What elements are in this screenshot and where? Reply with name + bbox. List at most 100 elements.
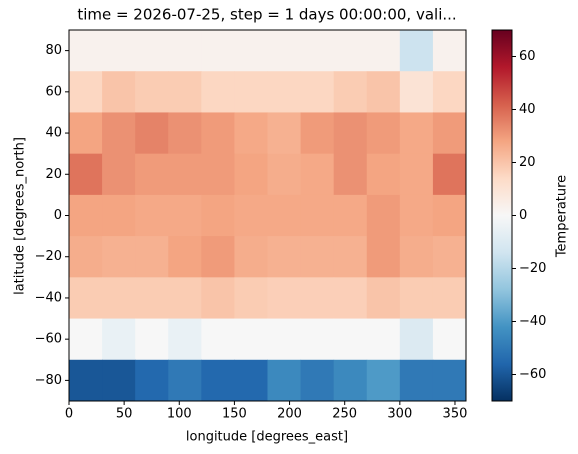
heatmap-cell [366,194,401,237]
heatmap-cell [300,277,335,320]
heatmap-cell [300,153,335,196]
heatmap-cell [234,318,268,361]
y-tick-label: −40 [35,290,62,305]
heatmap-cell [234,71,268,113]
heatmap-cell [399,112,434,155]
heatmap-cell [366,71,401,113]
heatmap-cell [102,359,136,402]
x-tick-label: 50 [116,407,133,422]
heatmap-cell [102,194,136,237]
heatmap-cell [69,30,103,72]
heatmap-cell [168,236,202,278]
heatmap-cell [267,194,302,237]
x-tick-label: 100 [167,407,192,422]
heatmap-cell [69,359,103,402]
heatmap-cell [399,153,434,196]
heatmap-cell [432,30,467,72]
heatmap-cell [102,318,136,361]
heatmap-cell [135,71,169,113]
heatmap-cell [333,236,368,278]
colorbar-label: Temperature [555,175,570,258]
x-tick-label: 0 [65,407,73,422]
heatmap-cell [135,112,169,155]
heatmap-cell [201,30,235,72]
heatmap-cell [168,71,202,113]
colorbar-tick-label: 0 [519,208,527,223]
heatmap-cell [300,30,335,72]
x-tick-label: 250 [332,407,357,422]
heatmap-cell [399,236,434,278]
y-tick-label: 0 [54,208,62,223]
heatmap-cell [168,112,202,155]
heatmap-cell [69,236,103,278]
heatmap-cell [135,277,169,320]
heatmap-cell [300,194,335,237]
heatmap-cell [168,30,202,72]
heatmap-cell [333,71,368,113]
heatmap-cell [168,359,202,402]
heatmap-cell [201,112,235,155]
heatmap-cell [168,194,202,237]
heatmap-cell [300,112,335,155]
heatmap-cell [135,153,169,196]
heatmap-cell [234,194,268,237]
heatmap-cell [102,277,136,320]
heatmap-cell [102,153,136,196]
colorbar-tick-label: 40 [519,102,536,117]
x-tick-label: 150 [222,407,247,422]
heatmap-cell [267,30,302,72]
heatmap-cell [399,30,434,72]
heatmap-cell [432,153,467,196]
heatmap-cell [333,153,368,196]
heatmap-cell [300,236,335,278]
heatmap-cell [135,236,169,278]
heatmap-cell [168,153,202,196]
heatmap-cell [234,277,268,320]
heatmap-cell [201,277,235,320]
heatmap-cell [432,112,467,155]
heatmap-cell [168,277,202,320]
heatmap-cell [201,71,235,113]
heatmap-cell [267,277,302,320]
heatmap-cell [234,112,268,155]
y-tick-label: −20 [35,249,62,264]
heatmap-cell [366,153,401,196]
heatmap-cell [69,112,103,155]
x-tick-label: 350 [443,407,468,422]
y-tick-label: 60 [45,84,62,99]
heatmap-cell [201,153,235,196]
y-tick-label: −60 [35,332,62,347]
heatmap-cell [135,194,169,237]
heatmap-cell [234,359,268,402]
heatmap-cell [234,153,268,196]
colorbar-tick-label: 20 [519,155,536,170]
heatmap-cell [432,194,467,237]
heatmap-cell [333,277,368,320]
heatmap-cell [69,194,103,237]
heatmap-cell [69,318,103,361]
heatmap-cell [399,318,434,361]
heatmap-cell [135,30,169,72]
colorbar-tick-label: −40 [519,314,546,329]
y-tick-label: −80 [35,373,62,388]
x-tick-label: 200 [277,407,302,422]
heatmap-cell [432,359,467,402]
heatmap-cell [135,359,169,402]
heatmap-cell [267,236,302,278]
colorbar [491,29,513,402]
heatmap-cell [432,236,467,278]
heatmap-cell [366,277,401,320]
heatmap-cell [234,30,268,72]
y-tick-label: 80 [45,43,62,58]
colorbar-tick-label: −20 [519,261,546,276]
heatmap-cell [399,359,434,402]
heatmap-cell [333,112,368,155]
heatmap-cell [267,112,302,155]
heatmap-cell [234,236,268,278]
heatmap-cell [300,71,335,113]
heatmap-cell [201,359,235,402]
heatmap-cell [102,236,136,278]
heatmap-cell [201,318,235,361]
heatmap-cell [366,30,401,72]
